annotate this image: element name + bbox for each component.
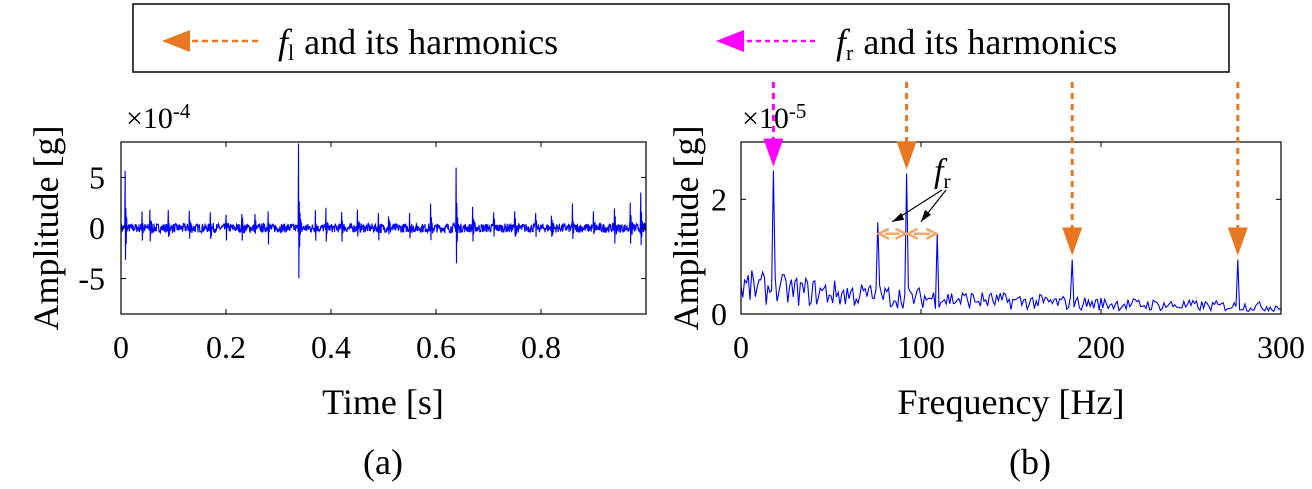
panel-b-fr-pointer-head — [892, 212, 905, 222]
panel-b-exponent: ×10-5 — [742, 99, 806, 135]
panel-a-ytick-label: -5 — [78, 261, 105, 297]
panel-b-ytick-label: 2 — [711, 181, 727, 217]
panel-a-xtick-label: 0.6 — [416, 329, 456, 365]
legend: fl and its harmonics fr and its harmonics — [132, 3, 1230, 73]
panel-a-label: (a) — [363, 442, 403, 482]
panel-b-annotations — [763, 82, 1248, 256]
panel-a-xtick-label: 0 — [113, 329, 129, 365]
legend-fl-label: fl and its harmonics — [278, 22, 558, 65]
panel-b-fr-annotation-subscript: r — [943, 169, 950, 193]
panel-a-exponent-power: -4 — [173, 99, 191, 123]
panel-b-fr-annotation: fr — [934, 153, 950, 193]
panel-b-fl-harmonic-arrow-head — [1227, 227, 1248, 256]
legend-fl-subscript: l — [288, 40, 294, 65]
legend-entry-fl: fl and its harmonics — [162, 22, 558, 65]
legend-fr-subscript: r — [846, 40, 854, 65]
panel-b-xtick-label: 200 — [1077, 329, 1125, 365]
panel-b-spectrum-line — [740, 170, 1282, 313]
panel-b-x-ticks: 0 100 200 300 — [733, 142, 1305, 365]
panel-a-x-ticks: 0 0.2 0.4 0.6 0.8 — [113, 142, 561, 365]
panel-b-y-ticks: 02 — [711, 181, 1281, 332]
panel-b-xtick-label: 100 — [897, 329, 945, 365]
panel-b-fr-harmonic-arrow-head — [763, 138, 784, 167]
panel-b-fl-harmonic-arrow-head — [896, 141, 917, 170]
panel-b-fr-spacing-head — [876, 227, 890, 240]
panel-b-fr-spacing-head — [925, 227, 939, 240]
legend-fr-text: and its harmonics — [863, 22, 1117, 62]
legend-fr-arrowhead — [716, 30, 744, 52]
panel-b-ylabel: Amplitude [g] — [666, 126, 706, 331]
panel-a-xtick-label: 0.2 — [206, 329, 246, 365]
panel-b-fr-pointer-head — [921, 209, 931, 222]
panel-b-exponent-power: -5 — [789, 99, 807, 123]
panel-a-plot-area — [120, 143, 647, 279]
panel-b-fl-harmonic-arrow-head — [1062, 227, 1083, 256]
panel-a-ytick-label: 5 — [89, 159, 105, 195]
panel-b-xtick-label: 0 — [733, 329, 749, 365]
panel-b-ytick-label: 0 — [711, 296, 727, 332]
panel-a-time-signal: ×10-4 0 0.2 0.4 0.6 0.8 -505 Time [s] Amplit… — [26, 99, 647, 482]
panel-a-y-ticks: -5 0 5 — [78, 159, 646, 297]
legend-box — [132, 3, 1230, 73]
panel-b-plot-area — [740, 170, 1282, 313]
panel-b-label: (b) — [1009, 442, 1051, 482]
panel-a-exponent: ×10-4 — [126, 99, 191, 135]
panel-b-axes-box — [740, 141, 1282, 315]
legend-fl-text: and its harmonics — [304, 22, 558, 62]
panel-a-exponent-base: ×10 — [126, 102, 173, 135]
panel-b-xtick-label: 300 — [1257, 329, 1305, 365]
panel-b-spectrum: ×10-5 0 100 200 300 02 fr Frequency [Hz] Am… — [666, 82, 1305, 482]
panel-a-xlabel: Time [s] — [322, 382, 444, 422]
panel-a-xtick-label: 0.4 — [311, 329, 351, 365]
legend-fl-arrowhead — [162, 30, 190, 52]
panel-a-xtick-label: 0.8 — [521, 329, 561, 365]
panel-a-ylabel: Amplitude [g] — [26, 126, 66, 331]
panel-b-xlabel: Frequency [Hz] — [898, 382, 1125, 422]
panel-a-ytick-label: 0 — [89, 210, 105, 246]
legend-fr-label: fr and its harmonics — [836, 22, 1117, 65]
panel-b-fr-spacing-head — [904, 227, 919, 240]
panel-a-signal-line — [120, 143, 647, 279]
panel-b-exponent-base: ×10 — [742, 102, 789, 135]
